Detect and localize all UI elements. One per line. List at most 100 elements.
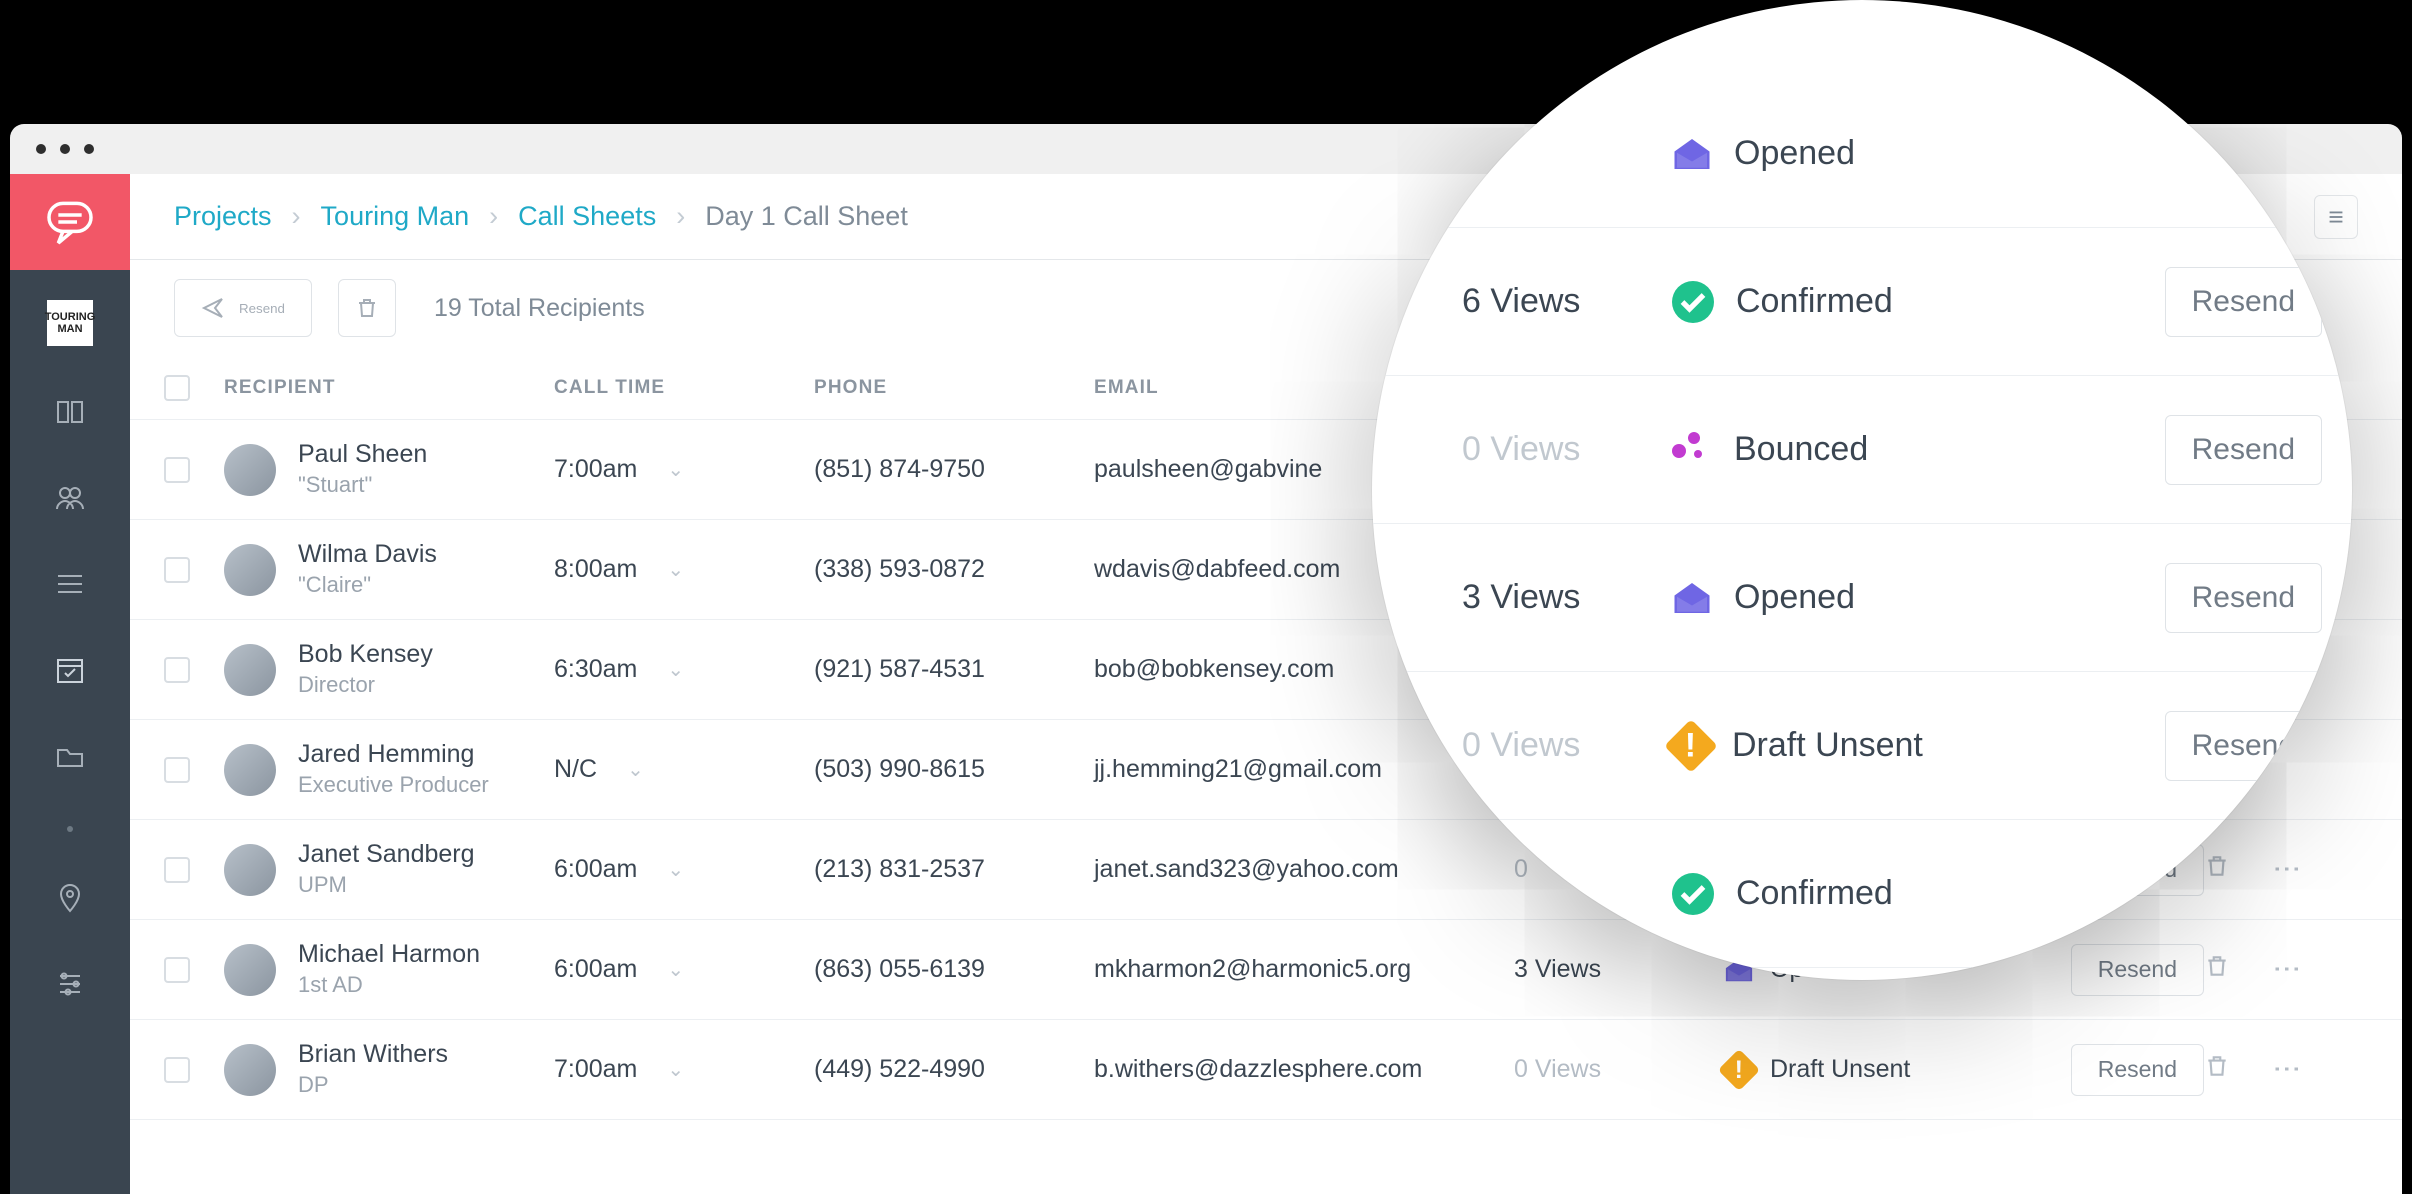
magnifier-row: 0 Views !Draft Unsent Resend: [1372, 672, 2352, 820]
sidebar-item-people[interactable]: [50, 478, 90, 518]
list-icon: [2325, 206, 2347, 228]
delete-button[interactable]: [338, 279, 396, 337]
sidebar-item-boards[interactable]: [50, 392, 90, 432]
row-checkbox[interactable]: [164, 857, 190, 883]
chevron-down-icon[interactable]: ⌄: [667, 457, 684, 482]
recipient-name: Wilma Davis: [298, 541, 437, 569]
phone: (338) 593-0872: [814, 555, 1094, 584]
row-checkbox[interactable]: [164, 757, 190, 783]
row-checkbox[interactable]: [164, 657, 190, 683]
breadcrumb-link[interactable]: Projects: [174, 201, 272, 232]
recipient-name: Bob Kensey: [298, 641, 433, 669]
recipient-count: 19 Total Recipients: [434, 294, 645, 323]
row-more-button[interactable]: ⋮: [2264, 1055, 2304, 1085]
phone: (503) 990-8615: [814, 755, 1094, 784]
resend-row-button[interactable]: Resend: [2165, 267, 2322, 337]
view-count: 3 Views: [1514, 955, 1724, 984]
column-header: RECIPIENT: [224, 377, 554, 399]
table-row: Brian Withers DP 7:00am ⌄ (449) 522-4990…: [130, 1020, 2402, 1120]
trash-icon: [355, 296, 379, 320]
chevron-down-icon[interactable]: ⌄: [667, 857, 684, 882]
calendar-icon: [54, 654, 86, 686]
chevron-right-icon: ›: [676, 201, 685, 232]
confirmed-icon: [1672, 873, 1714, 915]
chevron-down-icon[interactable]: ⌄: [667, 557, 684, 582]
call-time: N/C: [554, 755, 597, 784]
draft-icon: !: [1664, 719, 1718, 773]
view-count: 6 Views: [1462, 282, 1662, 321]
sidebar-item-files[interactable]: [50, 736, 90, 776]
resend-button[interactable]: Resend: [174, 279, 312, 337]
view-toggle-button[interactable]: [2314, 195, 2358, 239]
call-time: 7:00am: [554, 1055, 637, 1084]
trash-icon[interactable]: [2204, 953, 2230, 979]
folder-icon: [54, 740, 86, 772]
row-checkbox[interactable]: [164, 957, 190, 983]
lists-icon: [54, 568, 86, 600]
sidebar-divider: [67, 826, 73, 832]
avatar: [224, 544, 276, 596]
breadcrumb-link[interactable]: Call Sheets: [518, 201, 656, 232]
column-header: PHONE: [814, 377, 1094, 399]
recipient-role: UPM: [298, 872, 475, 898]
row-checkbox[interactable]: [164, 457, 190, 483]
recipient-role: "Claire": [298, 572, 437, 598]
resend-button-label: Resend: [239, 301, 285, 316]
select-all-checkbox[interactable]: [164, 375, 190, 401]
column-header: CALL TIME: [554, 377, 814, 399]
sidebar-item-lists[interactable]: [50, 564, 90, 604]
resend-row-button[interactable]: Resend: [2165, 563, 2322, 633]
opened-icon: [1672, 578, 1712, 618]
chevron-down-icon[interactable]: ⌄: [667, 1057, 684, 1082]
trash-icon[interactable]: [2204, 853, 2230, 879]
recipient-name: Paul Sheen: [298, 441, 427, 469]
row-more-button[interactable]: ⋮: [2264, 955, 2304, 985]
status-label: Bounced: [1734, 430, 1868, 469]
send-icon: [201, 296, 225, 320]
chevron-down-icon[interactable]: ⌄: [667, 957, 684, 982]
recipient-name: Janet Sandberg: [298, 841, 475, 869]
email: b.withers@dazzlesphere.com: [1094, 1055, 1514, 1084]
call-time: 8:00am: [554, 555, 637, 584]
chevron-right-icon: ›: [489, 201, 498, 232]
chevron-down-icon[interactable]: ⌄: [627, 757, 644, 782]
trash-icon[interactable]: [2204, 1053, 2230, 1079]
bounced-icon: [1672, 430, 1712, 470]
traffic-light-dot: [36, 144, 46, 154]
sidebar-item-callsheets[interactable]: [50, 650, 90, 690]
row-checkbox[interactable]: [164, 1057, 190, 1083]
phone: (921) 587-4531: [814, 655, 1094, 684]
recipient-role: "Stuart": [298, 472, 427, 498]
breadcrumb-current: Day 1 Call Sheet: [705, 201, 908, 232]
phone: (863) 055-6139: [814, 955, 1094, 984]
call-time: 6:30am: [554, 655, 637, 684]
people-icon: [54, 482, 86, 514]
recipient-name: Michael Harmon: [298, 941, 480, 969]
sidebar-item-locations[interactable]: [50, 878, 90, 918]
board-icon: [54, 396, 86, 428]
recipient-role: DP: [298, 1072, 448, 1098]
recipient-role: 1st AD: [298, 972, 480, 998]
location-icon: [54, 882, 86, 914]
status-label: Confirmed: [1736, 282, 1893, 321]
breadcrumb-link[interactable]: Touring Man: [321, 201, 470, 232]
magnifier-row: Opened: [1372, 80, 2352, 228]
row-checkbox[interactable]: [164, 557, 190, 583]
sidebar-item-settings[interactable]: [50, 964, 90, 1004]
confirmed-icon: [1672, 281, 1714, 323]
row-more-button[interactable]: ⋮: [2264, 855, 2304, 885]
magnifier-row: 3 Views Opened Resend: [1372, 524, 2352, 672]
resend-row-button[interactable]: Resend: [2071, 1044, 2204, 1096]
view-count: 0 Views: [1514, 1055, 1724, 1084]
resend-row-button[interactable]: Resend: [2165, 415, 2322, 485]
call-time: 6:00am: [554, 955, 637, 984]
avatar: [224, 844, 276, 896]
phone: (213) 831-2537: [814, 855, 1094, 884]
project-tile[interactable]: TOURING MAN: [47, 300, 93, 346]
resend-row-button[interactable]: Resend: [2071, 944, 2204, 996]
magnifier-overlay: Opened 6 Views Confirmed Resend 0 Views …: [1372, 0, 2352, 980]
traffic-light-dot: [84, 144, 94, 154]
email: jj.hemming21@gmail.com: [1094, 755, 1514, 784]
app-logo[interactable]: [10, 174, 130, 270]
chevron-down-icon[interactable]: ⌄: [667, 657, 684, 682]
